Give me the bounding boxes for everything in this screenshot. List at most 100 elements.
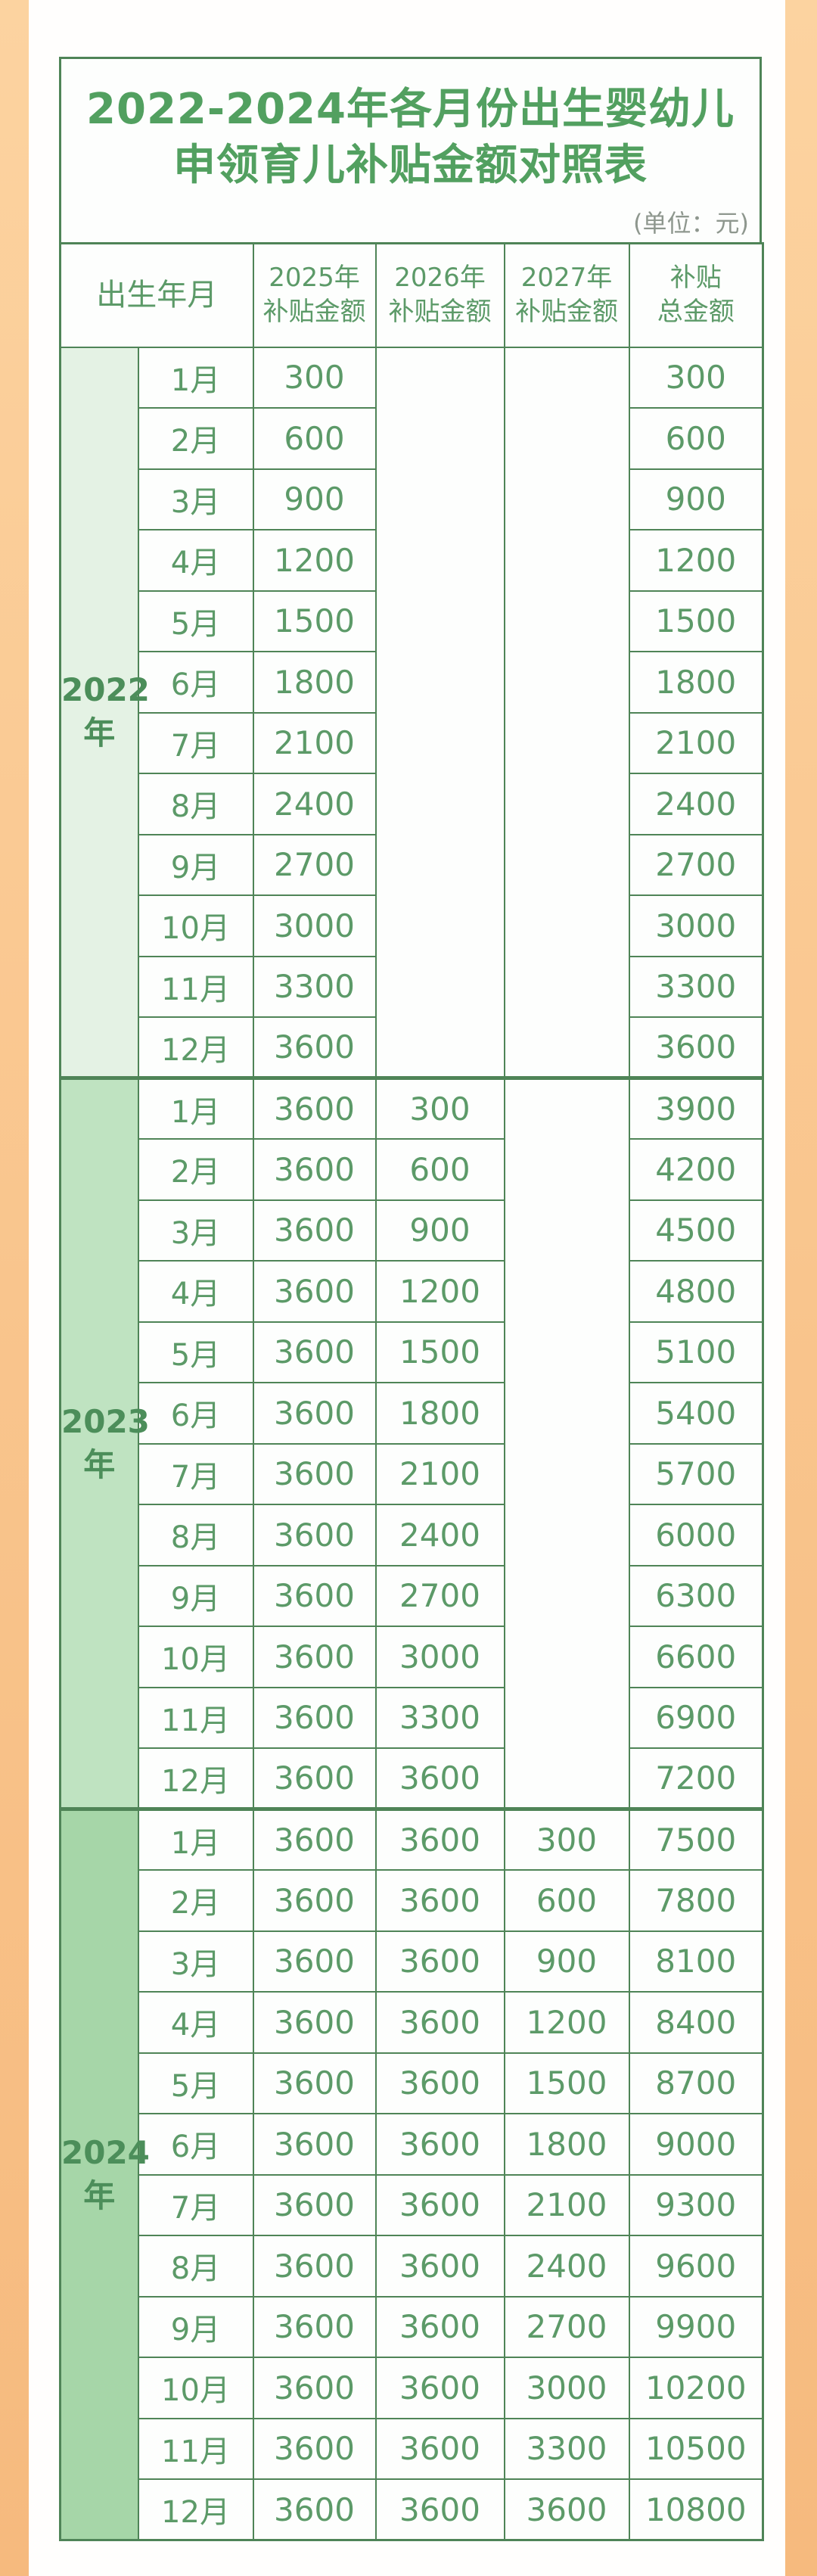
year-cell: 2022 年	[59, 346, 150, 1079]
month-cell: 10月	[137, 2357, 254, 2419]
total-cell: 9000	[628, 2113, 764, 2176]
total-cell: 1800	[628, 651, 764, 714]
table-row: 11月 3300 3300	[61, 955, 764, 1018]
total-cell: 3000	[628, 894, 764, 957]
total-cell: 8100	[628, 1930, 764, 1993]
header-2026: 2026年 补贴金额	[374, 242, 505, 348]
month-cell: 2月	[137, 1869, 254, 1932]
month-cell: 7月	[137, 2173, 254, 2236]
amount-cell: 3000	[374, 1626, 505, 1688]
table-row: 9月 3600 2700 6300	[61, 1564, 764, 1627]
month-cell: 12月	[137, 2478, 254, 2541]
amount-cell: 2700	[252, 833, 377, 896]
amount-cell: 3600	[252, 2173, 377, 2236]
amount-cell: 3600	[374, 2478, 505, 2541]
table-row: 5月 3600 1500 5100	[61, 1321, 764, 1383]
amount-cell: 3600	[374, 2173, 505, 2236]
month-cell: 1月	[137, 1076, 254, 1140]
amount-cell: 3600	[374, 1930, 505, 1993]
amount-cell: 3600	[252, 2052, 377, 2114]
year-cell: 2024 年	[59, 1807, 150, 2541]
table-row: 12月 3600 3600	[61, 1016, 764, 1079]
total-cell: 9900	[628, 2295, 764, 2358]
header-birth-month: 出生年月	[59, 242, 254, 348]
total-cell: 7800	[628, 1869, 764, 1932]
amount-cell: 3600	[374, 1747, 505, 1810]
amount-cell: 3600	[252, 1991, 377, 2054]
table-row: 11月 3600 3600 3300 10500	[61, 2417, 764, 2480]
month-cell: 4月	[137, 529, 254, 592]
page-title-line2: 申领育儿补贴金额对照表	[173, 141, 648, 190]
table-row: 10月 3000 3000	[61, 894, 764, 957]
table-row: 2023 年 1月 3600 300 3900	[59, 1076, 764, 1810]
subsidy-table: 出生年月 2025年 补贴金额 2026年 补贴金额 2027年 补贴金额 补贴…	[59, 242, 764, 2541]
amount-cell: 2400	[503, 2235, 630, 2298]
month-cell: 10月	[137, 1626, 254, 1688]
table-row: 7月 2100 2100	[61, 711, 764, 774]
table-row: 4月 3600 1200 4800	[61, 1260, 764, 1323]
amount-cell: 600	[503, 1869, 630, 1932]
amount-cell: 3600	[374, 1991, 505, 2054]
month-cell: 2月	[137, 407, 254, 470]
table-row: 5月 1500 1500	[61, 590, 764, 652]
month-cell: 8月	[137, 1504, 254, 1566]
table-row: 4月 1200 1200	[61, 529, 764, 592]
unit-label: (单位：元)	[633, 209, 749, 238]
amount-cell: 3600	[252, 1869, 377, 1932]
month-cell: 3月	[137, 468, 254, 530]
table-row: 2022 年 1月 300 300	[59, 346, 764, 1079]
table-row: 6月 1800 1800	[61, 651, 764, 714]
total-cell: 2700	[628, 833, 764, 896]
month-cell: 6月	[137, 651, 254, 714]
month-cell: 8月	[137, 2235, 254, 2298]
table-row: 7月 3600 3600 2100 9300	[61, 2173, 764, 2236]
amount-cell: 1200	[503, 1991, 630, 2054]
table-row: 3月 900 900	[61, 468, 764, 530]
month-cell: 11月	[137, 2417, 254, 2480]
month-cell: 6月	[137, 1382, 254, 1445]
amount-cell: 3600	[252, 1138, 377, 1201]
amount-cell: 3000	[252, 894, 377, 957]
total-cell: 900	[628, 468, 764, 530]
table-row: 9月 3600 3600 2700 9900	[61, 2295, 764, 2358]
month-cell: 5月	[137, 1321, 254, 1383]
table-header: 出生年月 2025年 补贴金额 2026年 补贴金额 2027年 补贴金额 补贴…	[59, 242, 764, 348]
total-cell: 4800	[628, 1260, 764, 1323]
amount-cell: 900	[252, 468, 377, 530]
header-row: 出生年月 2025年 补贴金额 2026年 补贴金额 2027年 补贴金额 补贴…	[59, 242, 764, 348]
amount-cell: 1200	[374, 1260, 505, 1323]
month-cell: 11月	[137, 955, 254, 1018]
amount-cell: 2400	[374, 1504, 505, 1566]
amount-cell: 600	[374, 1138, 505, 1201]
total-cell: 5700	[628, 1442, 764, 1505]
total-cell: 300	[628, 346, 764, 409]
amount-cell: 3600	[252, 1076, 377, 1140]
month-cell: 9月	[137, 2295, 254, 2358]
table-row: 8月 3600 3600 2400 9600	[61, 2235, 764, 2298]
amount-cell: 2700	[503, 2295, 630, 2358]
empty-merged-cell	[503, 346, 630, 1079]
empty-merged-cell	[374, 346, 505, 1079]
total-cell: 8700	[628, 2052, 764, 2114]
table-row: 10月 3600 3000 6600	[61, 1626, 764, 1688]
amount-cell: 3300	[252, 955, 377, 1018]
total-cell: 7500	[628, 1807, 764, 1871]
table-row: 6月 3600 3600 1800 9000	[61, 2113, 764, 2176]
table-row: 6月 3600 1800 5400	[61, 1382, 764, 1445]
year-cell: 2023 年	[59, 1076, 150, 1810]
total-cell: 8400	[628, 1991, 764, 2054]
table-row: 12月 3600 3600 7200	[61, 1747, 764, 1810]
amount-cell: 3600	[374, 2417, 505, 2480]
amount-cell: 3600	[374, 2113, 505, 2176]
amount-cell: 900	[374, 1199, 505, 1262]
total-cell: 10500	[628, 2417, 764, 2480]
amount-cell: 3600	[252, 1016, 377, 1079]
amount-cell: 3600	[252, 1807, 377, 1871]
amount-cell: 3600	[252, 2295, 377, 2358]
page-title-line1: 2022-2024年各月份出生婴幼儿	[86, 85, 735, 134]
header-2025: 2025年 补贴金额	[252, 242, 377, 348]
table-row: 8月 2400 2400	[61, 773, 764, 835]
month-cell: 11月	[137, 1686, 254, 1749]
header-total: 补贴 总金额	[628, 242, 764, 348]
